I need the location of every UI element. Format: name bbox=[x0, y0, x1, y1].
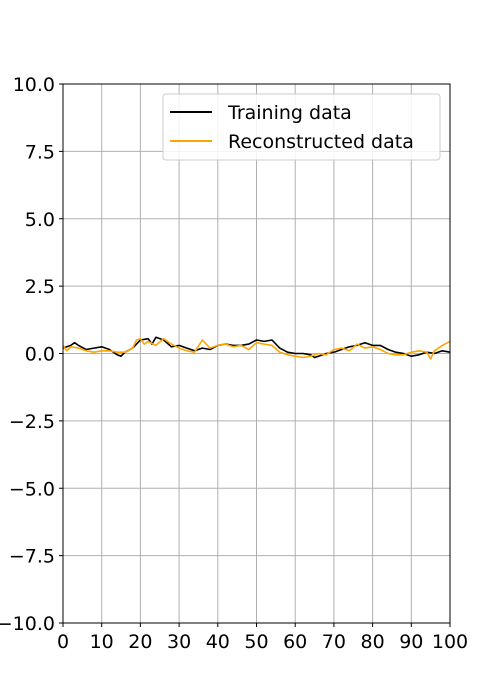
x-tick-label: 0 bbox=[57, 631, 69, 653]
x-tick-label: 40 bbox=[206, 631, 230, 653]
y-axis: −10.0 −7.5 −5.0 −2.5 0.0 2.5 5.0 7.5 10.0 bbox=[0, 74, 63, 635]
y-tick-label: 7.5 bbox=[25, 141, 55, 163]
series-layer bbox=[62, 336, 451, 360]
x-tick-label: 70 bbox=[322, 631, 346, 653]
legend: Training data Reconstructed data bbox=[162, 93, 441, 161]
series-line-training bbox=[62, 336, 451, 359]
y-tick-label: 2.5 bbox=[25, 276, 55, 298]
legend-label-reconstructed: Reconstructed data bbox=[228, 131, 414, 153]
y-tick-label: 0.0 bbox=[25, 344, 55, 366]
y-tick-label: 10.0 bbox=[13, 74, 55, 96]
series-line-reconstructed bbox=[62, 337, 451, 360]
legend-box bbox=[162, 93, 441, 161]
x-tick-label: 20 bbox=[128, 631, 152, 653]
x-tick-label: 90 bbox=[399, 631, 423, 653]
y-tick-label: −7.5 bbox=[9, 546, 55, 568]
legend-label-training: Training data bbox=[227, 102, 352, 124]
x-axis: 0 10 20 30 40 50 60 70 80 90 100 bbox=[57, 623, 468, 653]
x-tick-label: 30 bbox=[167, 631, 191, 653]
y-tick-label: −10.0 bbox=[0, 613, 55, 635]
x-tick-label: 50 bbox=[244, 631, 268, 653]
x-tick-label: 60 bbox=[283, 631, 307, 653]
x-tick-label: 80 bbox=[361, 631, 385, 653]
x-tick-label: 100 bbox=[432, 631, 468, 653]
y-tick-label: −5.0 bbox=[9, 478, 55, 500]
y-tick-label: −2.5 bbox=[9, 411, 55, 433]
x-tick-label: 10 bbox=[90, 631, 114, 653]
y-tick-label: 5.0 bbox=[25, 209, 55, 231]
